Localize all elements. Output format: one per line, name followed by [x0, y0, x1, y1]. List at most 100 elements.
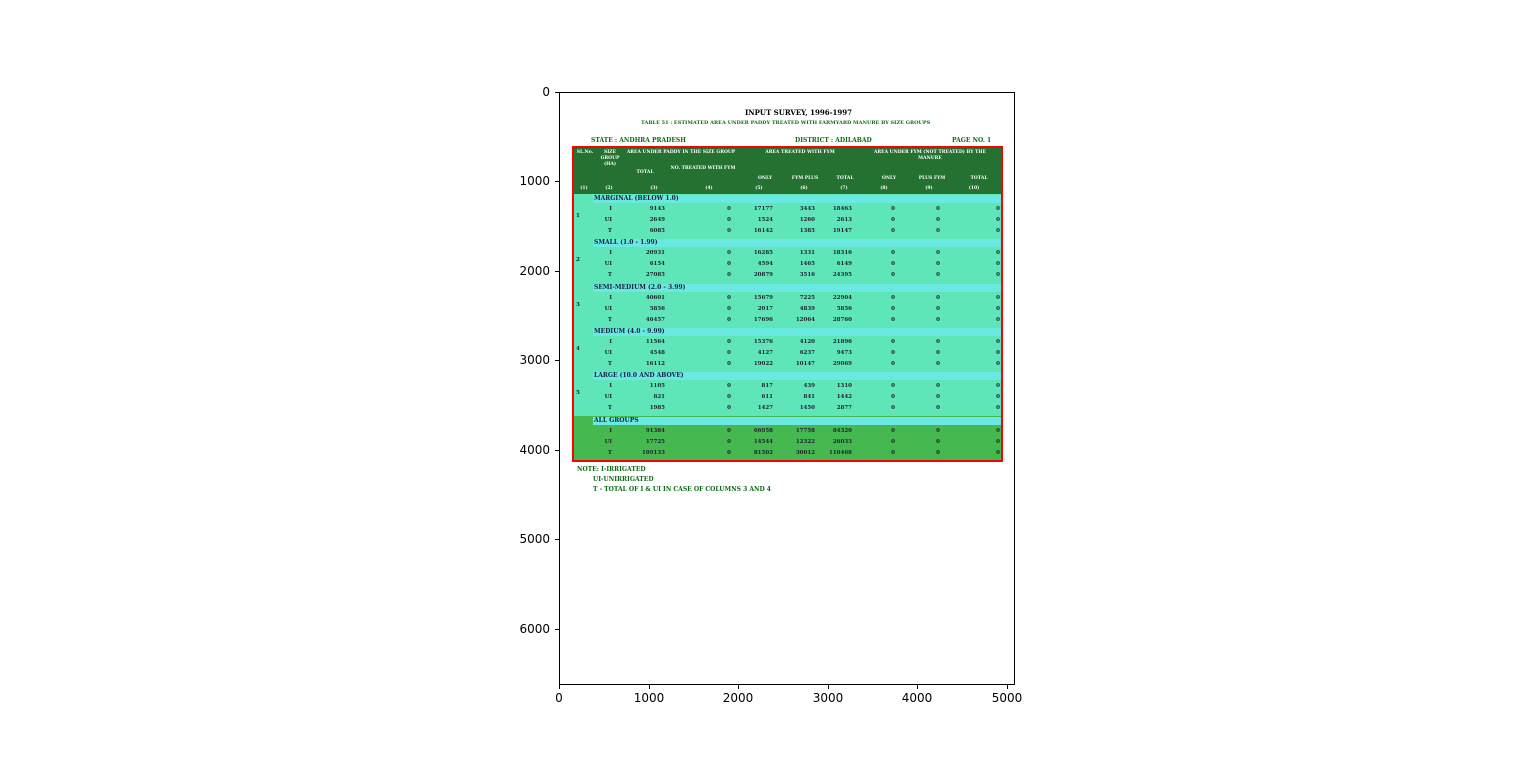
table-cell: 17177 [753, 206, 773, 212]
table-cell: 17725 [645, 439, 665, 445]
table-cell: I [609, 428, 612, 434]
table-cell: T [607, 317, 612, 323]
table-cell: 1260 [799, 217, 815, 223]
table-cell: 46457 [645, 317, 665, 323]
table-cell: 0 [936, 250, 940, 256]
header-sl: SL.No. [576, 150, 594, 155]
table-cell: 16112 [645, 361, 665, 367]
note-line: NOTE: I-IRRIGATED [577, 466, 646, 473]
y-tick-label: 5000 [519, 532, 550, 546]
group-heading: LARGE (10.0 AND ABOVE) [593, 372, 1003, 380]
table-cell: 6237 [799, 350, 815, 356]
table-cell: I [609, 295, 612, 301]
table-cell: 0 [727, 361, 731, 367]
table-cell: UI [604, 217, 612, 223]
table-cell: 0 [891, 394, 895, 400]
table-cell: 0 [727, 450, 731, 456]
header-col-num: (6) [800, 186, 808, 191]
header-col-num: (1) [580, 186, 588, 191]
table-cell: 0 [891, 428, 895, 434]
table-cell: 0 [727, 339, 731, 345]
table-cell: T [607, 228, 612, 234]
table-cell: 817 [761, 383, 773, 389]
table-cell: 0 [891, 383, 895, 389]
table-cell: 0 [996, 383, 1000, 389]
table-cell: 2017 [757, 306, 773, 312]
table-cell: 0 [996, 261, 1000, 267]
doc-subtitle: TABLE 51 : ESTIMATED AREA UNDER PADDY TR… [641, 120, 931, 126]
table-cell: 27085 [645, 272, 665, 278]
table-cell: 0 [891, 217, 895, 223]
y-tick-label: 4000 [519, 443, 550, 457]
table-cell: 0 [936, 350, 940, 356]
y-tick-mark [555, 181, 559, 182]
x-tick-label: 1000 [633, 691, 665, 705]
table-cell: 2877 [836, 405, 852, 411]
table-cell: 21896 [832, 339, 852, 345]
table-cell: 2649 [649, 217, 665, 223]
table-cell: 16142 [753, 228, 773, 234]
table-cell: 0 [936, 272, 940, 278]
table-cell: 18463 [832, 206, 852, 212]
header-col-num: (3) [650, 186, 658, 191]
group-heading: SMALL (1.0 - 1.99) [593, 239, 1003, 247]
y-tick-mark [555, 92, 559, 93]
x-tick-mark [649, 685, 650, 689]
header-h_only: ONLY [757, 176, 773, 181]
table-cell: 1427 [757, 405, 773, 411]
table-cell: 0 [996, 439, 1000, 445]
table-cell: 0 [727, 428, 731, 434]
table-cell: 24395 [832, 272, 852, 278]
header-col-num: (4) [705, 186, 713, 191]
table-cell: I [609, 339, 612, 345]
table-cell: 0 [936, 361, 940, 367]
table-cell: 0 [936, 295, 940, 301]
group-heading: MEDIUM (4.0 - 9.99) [593, 328, 1003, 336]
x-tick-label: 3000 [812, 691, 844, 705]
table-cell: 0 [727, 295, 731, 301]
table-cell: 0 [936, 383, 940, 389]
table-cell: 6149 [836, 261, 852, 267]
table-cell: 0 [727, 383, 731, 389]
table-cell: 0 [996, 206, 1000, 212]
table-cell: 4127 [757, 350, 773, 356]
table-cell: 19147 [832, 228, 852, 234]
table-cell: 0 [891, 261, 895, 267]
table-cell: UI [604, 439, 612, 445]
y-tick-label: 3000 [519, 353, 550, 367]
table-cell: 1442 [836, 394, 852, 400]
table-cell: 0 [936, 394, 940, 400]
table-cell: 12064 [795, 317, 815, 323]
table-cell: 4120 [799, 339, 815, 345]
table-cell: 5856 [836, 306, 852, 312]
header-h_total: TOTAL [836, 176, 854, 181]
table-cell: 66958 [753, 428, 773, 434]
table-cell: 84320 [832, 428, 852, 434]
y-tick-label: 0 [542, 85, 550, 99]
table-cell: 6154 [649, 261, 665, 267]
table-cell: 0 [996, 306, 1000, 312]
table-cell: 0 [727, 261, 731, 267]
district-label: DISTRICT : ADILABAD [795, 137, 872, 144]
header-h_plus: FYM PLUS [791, 176, 819, 181]
table-cell: 0 [936, 439, 940, 445]
table-cell: 0 [891, 361, 895, 367]
table-cell: 0 [891, 405, 895, 411]
x-tick-label: 0 [555, 691, 563, 705]
table-cell: 0 [936, 206, 940, 212]
table-cell: 0 [891, 350, 895, 356]
group-sl: 4 [576, 346, 580, 352]
table-cell: 0 [996, 450, 1000, 456]
table-cell: 1985 [649, 405, 665, 411]
table-cell: 0 [891, 206, 895, 212]
table-cell: T [607, 272, 612, 278]
y-tick-label: 1000 [519, 174, 550, 188]
table-cell: 20879 [753, 272, 773, 278]
table-cell: 0 [936, 450, 940, 456]
table-cell: 91384 [645, 428, 665, 434]
table-cell: 0 [891, 306, 895, 312]
table-cell: 14544 [753, 439, 773, 445]
table-cell: 0 [727, 439, 731, 445]
group-sl: 2 [576, 257, 580, 263]
table-cell: 9473 [836, 350, 852, 356]
